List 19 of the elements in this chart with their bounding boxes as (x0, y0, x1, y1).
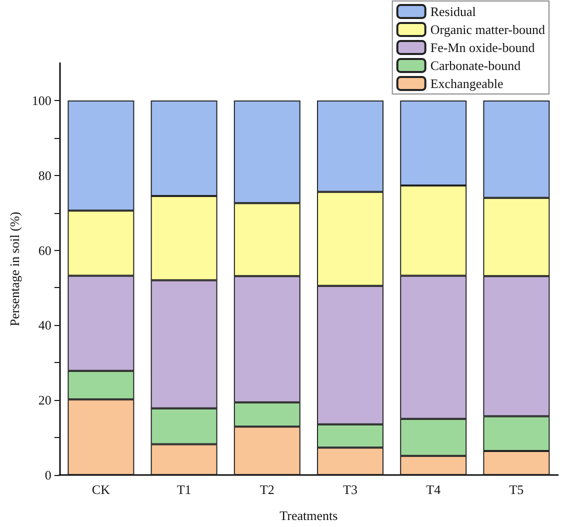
legend-label: Exchangeable (430, 76, 504, 91)
legend-label: Organic matter-bound (430, 22, 546, 37)
legend-label: Residual (430, 4, 476, 19)
x-tick-label: CK (92, 482, 111, 497)
y-tick-label: 40 (38, 318, 52, 333)
y-tick-label: 100 (32, 92, 52, 108)
x-tick-label: T1 (176, 482, 192, 497)
y-axis-title: Persentage in soil (%) (7, 212, 22, 326)
legend-label: Fe-Mn oxide-bound (430, 40, 536, 55)
x-tick-label: T3 (343, 482, 358, 497)
x-tick-label: T5 (509, 482, 524, 497)
y-tick-label: 20 (38, 392, 52, 408)
x-tick-label: T2 (260, 482, 274, 497)
y-tick-label: 80 (38, 168, 52, 183)
legend-label: Carbonate-bound (430, 58, 522, 73)
x-axis-title: Treatments (280, 508, 338, 523)
y-tick-label: 60 (38, 242, 52, 258)
y-tick-label: 0 (44, 468, 52, 482)
x-tick-label: T4 (426, 482, 442, 497)
